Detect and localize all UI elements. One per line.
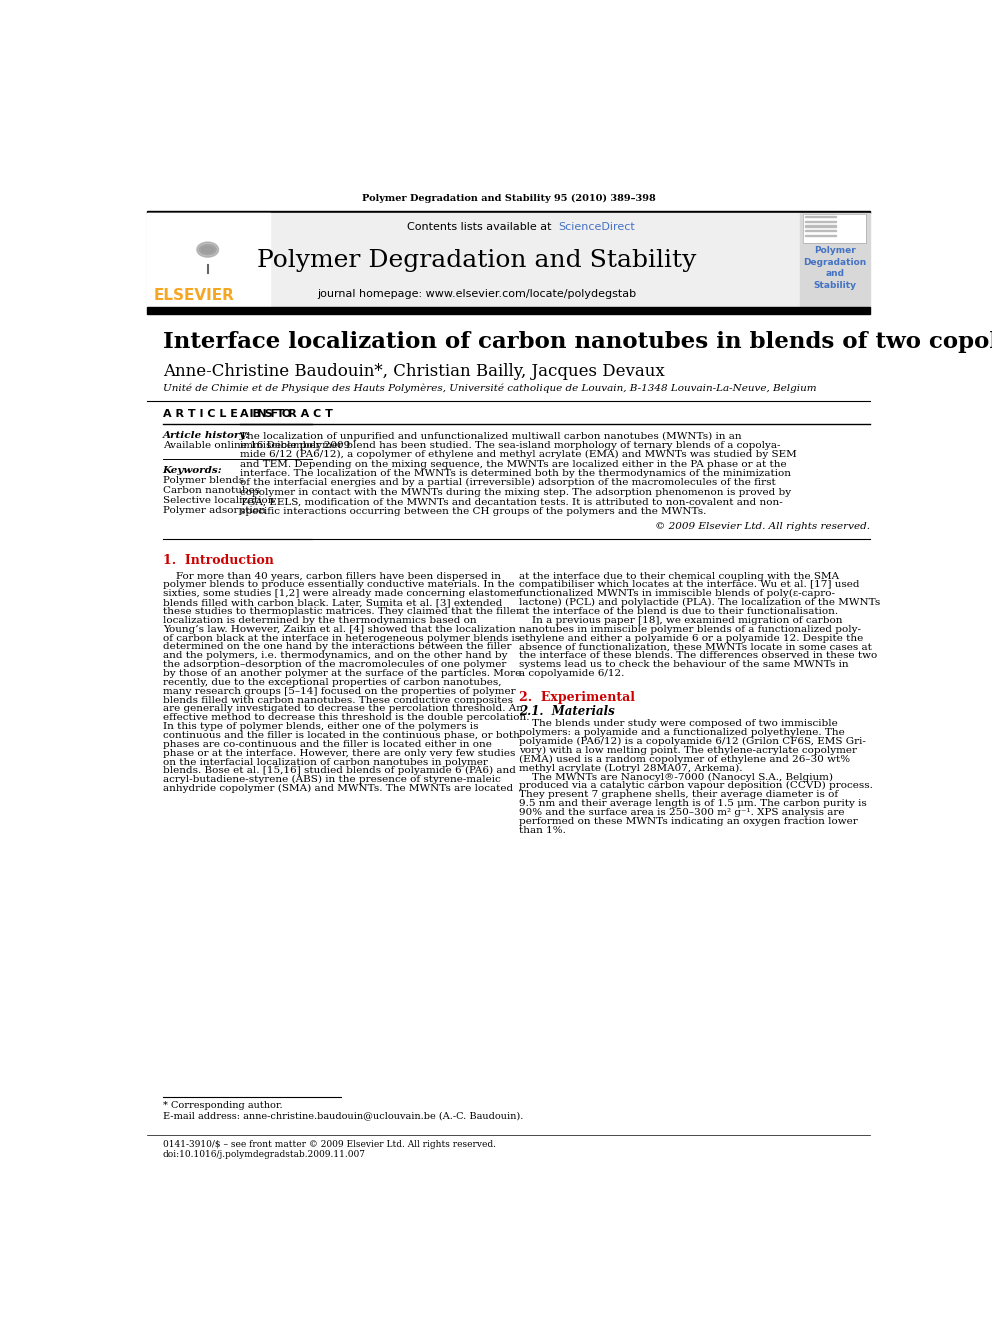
Text: ScienceDirect: ScienceDirect bbox=[558, 221, 635, 232]
Text: Polymer
Degradation
and
Stability: Polymer Degradation and Stability bbox=[804, 246, 866, 290]
Text: at the interface due to their chemical coupling with the SMA: at the interface due to their chemical c… bbox=[519, 572, 839, 581]
Text: 90% and the surface area is 250–300 m² g⁻¹. XPS analysis are: 90% and the surface area is 250–300 m² g… bbox=[519, 808, 845, 818]
Text: In this type of polymer blends, either one of the polymers is: In this type of polymer blends, either o… bbox=[163, 722, 478, 732]
Text: at the interface of the blend is due to their functionalisation.: at the interface of the blend is due to … bbox=[519, 607, 838, 617]
Text: blends filled with carbon black. Later, Sumita et al. [3] extended: blends filled with carbon black. Later, … bbox=[163, 598, 502, 607]
Text: methyl acrylate (Lotryl 28MA07, Arkema).: methyl acrylate (Lotryl 28MA07, Arkema). bbox=[519, 763, 743, 773]
Text: The MWNTs are Nanocyl®-7000 (Nanocyl S.A., Belgium): The MWNTs are Nanocyl®-7000 (Nanocyl S.A… bbox=[519, 773, 833, 782]
Text: phase or at the interface. However, there are only very few studies: phase or at the interface. However, ther… bbox=[163, 749, 515, 758]
Ellipse shape bbox=[199, 245, 216, 255]
Text: sixties, some studies [1,2] were already made concerning elastomer: sixties, some studies [1,2] were already… bbox=[163, 589, 521, 598]
Bar bbox=[800, 213, 870, 307]
Text: performed on these MWNTs indicating an oxygen fraction lower: performed on these MWNTs indicating an o… bbox=[519, 816, 858, 826]
Text: vory) with a low melting point. The ethylene-acrylate copolymer: vory) with a low melting point. The ethy… bbox=[519, 746, 857, 755]
Text: specific interactions occurring between the CH groups of the polymers and the MW: specific interactions occurring between … bbox=[240, 507, 706, 516]
Bar bbox=[147, 213, 800, 307]
Text: TGA, EELS, modification of the MWNTs and decantation tests. It is attributed to : TGA, EELS, modification of the MWNTs and… bbox=[240, 497, 783, 507]
Text: are generally investigated to decrease the percolation threshold. An: are generally investigated to decrease t… bbox=[163, 704, 523, 713]
Text: Polymer Degradation and Stability: Polymer Degradation and Stability bbox=[257, 249, 696, 273]
Text: * Corresponding author.: * Corresponding author. bbox=[163, 1101, 283, 1110]
Text: many research groups [5–14] focused on the properties of polymer: many research groups [5–14] focused on t… bbox=[163, 687, 516, 696]
Ellipse shape bbox=[196, 242, 218, 257]
Text: ethylene and either a polyamide 6 or a polyamide 12. Despite the: ethylene and either a polyamide 6 or a p… bbox=[519, 634, 863, 643]
Text: © 2009 Elsevier Ltd. All rights reserved.: © 2009 Elsevier Ltd. All rights reserved… bbox=[655, 521, 870, 531]
Text: 9.5 nm and their average length is of 1.5 μm. The carbon purity is: 9.5 nm and their average length is of 1.… bbox=[519, 799, 867, 808]
Text: produced via a catalytic carbon vapour deposition (CCVD) process.: produced via a catalytic carbon vapour d… bbox=[519, 782, 873, 790]
Text: polymer blends to produce essentially conductive materials. In the: polymer blends to produce essentially co… bbox=[163, 581, 515, 590]
Text: blends. Bose et al. [15,16] studied blends of polyamide 6 (PA6) and: blends. Bose et al. [15,16] studied blen… bbox=[163, 766, 516, 775]
Text: on the interfacial localization of carbon nanotubes in polymer: on the interfacial localization of carbo… bbox=[163, 758, 488, 766]
Text: Available online 16 December 2009: Available online 16 December 2009 bbox=[163, 442, 350, 450]
Text: phases are co-continuous and the filler is located either in one: phases are co-continuous and the filler … bbox=[163, 740, 492, 749]
Text: determined on the one hand by the interactions between the filler: determined on the one hand by the intera… bbox=[163, 643, 511, 651]
Text: Polymer adsorption: Polymer adsorption bbox=[163, 507, 266, 515]
Text: of the interfacial energies and by a partial (irreversible) adsorption of the ma: of the interfacial energies and by a par… bbox=[240, 479, 776, 487]
Text: systems lead us to check the behaviour of the same MWNTs in: systems lead us to check the behaviour o… bbox=[519, 660, 849, 669]
Text: copolymer in contact with the MWNTs during the mixing step. The adsorption pheno: copolymer in contact with the MWNTs duri… bbox=[240, 488, 792, 497]
Text: anhydride copolymer (SMA) and MWNTs. The MWNTs are located: anhydride copolymer (SMA) and MWNTs. The… bbox=[163, 785, 513, 794]
Text: E-mail address: anne-christine.baudouin@uclouvain.be (A.-C. Baudouin).: E-mail address: anne-christine.baudouin@… bbox=[163, 1111, 523, 1121]
Bar bbox=[803, 214, 866, 243]
Text: lactone) (PCL) and polylactide (PLA). The localization of the MWNTs: lactone) (PCL) and polylactide (PLA). Th… bbox=[519, 598, 881, 607]
Text: A R T I C L E   I N F O: A R T I C L E I N F O bbox=[163, 409, 291, 419]
Text: Article history:: Article history: bbox=[163, 431, 250, 441]
Text: blends filled with carbon nanotubes. These conductive composites: blends filled with carbon nanotubes. The… bbox=[163, 696, 513, 705]
Text: 2.  Experimental: 2. Experimental bbox=[519, 691, 635, 704]
Text: polyamide (PA6/12) is a copolyamide 6/12 (Grilon CF6S, EMS Gri-: polyamide (PA6/12) is a copolyamide 6/12… bbox=[519, 737, 866, 746]
Text: compatibiliser which locates at the interface. Wu et al. [17] used: compatibiliser which locates at the inte… bbox=[519, 581, 860, 590]
Text: Selective localization: Selective localization bbox=[163, 496, 274, 505]
Text: Young’s law. However, Zaikin et al. [4] showed that the localization: Young’s law. However, Zaikin et al. [4] … bbox=[163, 624, 516, 634]
Text: Carbon nanotubes: Carbon nanotubes bbox=[163, 486, 260, 495]
Text: journal homepage: www.elsevier.com/locate/polydegstab: journal homepage: www.elsevier.com/locat… bbox=[317, 288, 636, 299]
Text: Polymer Degradation and Stability 95 (2010) 389–398: Polymer Degradation and Stability 95 (20… bbox=[361, 194, 656, 204]
Text: In a previous paper [18], we examined migration of carbon: In a previous paper [18], we examined mi… bbox=[519, 617, 843, 624]
Text: a copolyamide 6/12.: a copolyamide 6/12. bbox=[519, 669, 625, 677]
Text: They present 7 graphene shells, their average diameter is of: They present 7 graphene shells, their av… bbox=[519, 790, 838, 799]
Ellipse shape bbox=[201, 246, 214, 253]
Bar bbox=[147, 213, 270, 307]
Text: mide 6/12 (PA6/12), a copolymer of ethylene and methyl acrylate (EMA) and MWNTs : mide 6/12 (PA6/12), a copolymer of ethyl… bbox=[240, 450, 797, 459]
Text: nanotubes in immiscible polymer blends of a functionalized poly-: nanotubes in immiscible polymer blends o… bbox=[519, 624, 861, 634]
Text: and the polymers, i.e. thermodynamics, and on the other hand by: and the polymers, i.e. thermodynamics, a… bbox=[163, 651, 507, 660]
Bar bbox=[147, 307, 870, 315]
Text: A B S T R A C T: A B S T R A C T bbox=[240, 409, 333, 419]
Text: Polymer blends: Polymer blends bbox=[163, 476, 244, 486]
Text: doi:10.1016/j.polymdegradstab.2009.11.007: doi:10.1016/j.polymdegradstab.2009.11.00… bbox=[163, 1150, 366, 1159]
Text: 1.  Introduction: 1. Introduction bbox=[163, 554, 274, 568]
Text: recently, due to the exceptional properties of carbon nanotubes,: recently, due to the exceptional propert… bbox=[163, 677, 501, 687]
Text: 2.1.  Materials: 2.1. Materials bbox=[519, 705, 615, 718]
Text: Contents lists available at: Contents lists available at bbox=[407, 221, 555, 232]
Text: ELSEVIER: ELSEVIER bbox=[154, 288, 234, 303]
Bar bbox=[147, 210, 870, 213]
Text: immiscible polymer blend has been studied. The sea-island morphology of ternary : immiscible polymer blend has been studie… bbox=[240, 441, 781, 450]
Text: polymers: a polyamide and a functionalized polyethylene. The: polymers: a polyamide and a functionaliz… bbox=[519, 728, 845, 737]
Text: effective method to decrease this threshold is the double percolation.: effective method to decrease this thresh… bbox=[163, 713, 530, 722]
Text: Anne-Christine Baudouin*, Christian Bailly, Jacques Devaux: Anne-Christine Baudouin*, Christian Bail… bbox=[163, 363, 665, 380]
Text: functionalized MWNTs in immiscible blends of poly(ε-capro-: functionalized MWNTs in immiscible blend… bbox=[519, 589, 835, 598]
Text: (EMA) used is a random copolymer of ethylene and 26–30 wt%: (EMA) used is a random copolymer of ethy… bbox=[519, 755, 850, 763]
Bar bbox=[803, 214, 866, 243]
Text: the interface of these blends. The differences observed in these two: the interface of these blends. The diffe… bbox=[519, 651, 878, 660]
Text: The localization of unpurified and unfunctionalized multiwall carbon nanotubes (: The localization of unpurified and unfun… bbox=[240, 431, 742, 441]
Text: than 1%.: than 1%. bbox=[519, 826, 566, 835]
Text: absence of functionalization, these MWNTs locate in some cases at: absence of functionalization, these MWNT… bbox=[519, 643, 872, 651]
Text: and TEM. Depending on the mixing sequence, the MWNTs are localized either in the: and TEM. Depending on the mixing sequenc… bbox=[240, 459, 787, 468]
Text: by those of an another polymer at the surface of the particles. More: by those of an another polymer at the su… bbox=[163, 669, 521, 677]
Text: these studies to thermoplastic matrices. They claimed that the filler: these studies to thermoplastic matrices.… bbox=[163, 607, 521, 617]
Text: Keywords:: Keywords: bbox=[163, 466, 222, 475]
Text: localization is determined by the thermodynamics based on: localization is determined by the thermo… bbox=[163, 617, 476, 624]
Text: Interface localization of carbon nanotubes in blends of two copolymers: Interface localization of carbon nanotub… bbox=[163, 331, 992, 353]
Text: interface. The localization of the MWNTs is determined both by the thermodynamic: interface. The localization of the MWNTs… bbox=[240, 470, 792, 478]
Text: acryl-butadiene-styrene (ABS) in the presence of styrene-maleic: acryl-butadiene-styrene (ABS) in the pre… bbox=[163, 775, 501, 785]
Text: the adsorption–desorption of the macromolecules of one polymer: the adsorption–desorption of the macromo… bbox=[163, 660, 506, 669]
Text: of carbon black at the interface in heterogeneous polymer blends is: of carbon black at the interface in hete… bbox=[163, 634, 520, 643]
Text: 0141-3910/$ – see front matter © 2009 Elsevier Ltd. All rights reserved.: 0141-3910/$ – see front matter © 2009 El… bbox=[163, 1140, 496, 1148]
Text: For more than 40 years, carbon fillers have been dispersed in: For more than 40 years, carbon fillers h… bbox=[163, 572, 501, 581]
Text: continuous and the filler is located in the continuous phase, or both: continuous and the filler is located in … bbox=[163, 732, 520, 740]
Text: The blends under study were composed of two immiscible: The blends under study were composed of … bbox=[519, 720, 838, 729]
Text: Unité de Chimie et de Physique des Hauts Polymères, Université catholique de Lou: Unité de Chimie et de Physique des Hauts… bbox=[163, 384, 816, 393]
